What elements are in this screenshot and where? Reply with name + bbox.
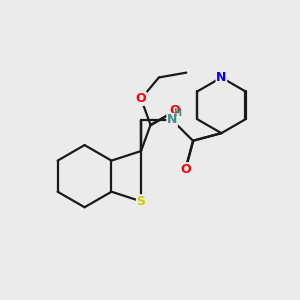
- Text: S: S: [136, 195, 146, 208]
- Text: O: O: [180, 163, 190, 176]
- Text: O: O: [169, 104, 180, 118]
- Text: H: H: [173, 108, 181, 118]
- Text: O: O: [136, 92, 146, 105]
- Text: N: N: [216, 71, 226, 84]
- Text: N: N: [167, 113, 177, 126]
